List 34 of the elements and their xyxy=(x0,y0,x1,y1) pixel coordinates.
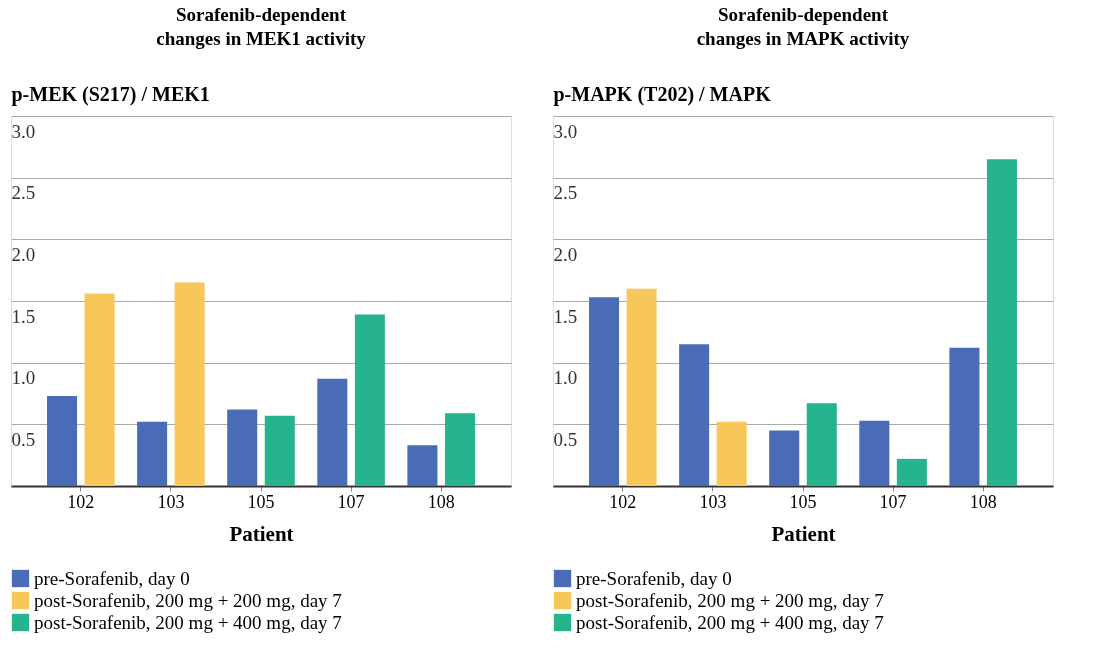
y-tick-label: 1.0 xyxy=(11,367,36,389)
x-tick-label: 103 xyxy=(157,491,185,512)
y-tick-label: 1.5 xyxy=(553,305,578,327)
chart-title: Sorafenib-dependent changes in MEK1 activity xyxy=(156,4,367,49)
y-tick-label: 2.5 xyxy=(553,182,578,204)
legend-label: post-Sorafenib, 200 mg + 200 mg, day 7 xyxy=(576,589,884,611)
y-tick-label: 2.5 xyxy=(11,182,36,204)
x-tick-label: 102 xyxy=(609,491,637,512)
legend-label: pre-Sorafenib, day 0 xyxy=(576,567,732,589)
y-tick-label: 0.5 xyxy=(553,428,578,450)
y-tick-label: 0.5 xyxy=(11,428,36,450)
x-tick-label: 105 xyxy=(789,491,817,512)
legend-label: post-Sorafenib, 200 mg + 400 mg, day 7 xyxy=(34,611,342,633)
x-tick-label: 107 xyxy=(337,491,365,512)
x-axis-title: Patient xyxy=(229,521,294,546)
y-tick-label: 3.0 xyxy=(11,120,36,142)
y-tick-label: 2.0 xyxy=(11,243,36,265)
x-axis-title: Patient xyxy=(771,521,836,546)
legend-label: pre-Sorafenib, day 0 xyxy=(34,567,190,589)
y-tick-label: 2.0 xyxy=(553,243,578,265)
y-axis-title: p-MEK (S217) / MEK1 xyxy=(11,82,210,106)
chart-title: Sorafenib-dependent changes in MAPK activity xyxy=(696,4,910,49)
y-tick-label: 1.0 xyxy=(553,367,578,389)
x-tick-label: 102 xyxy=(67,491,95,512)
y-tick-label: 3.0 xyxy=(553,120,578,142)
x-tick-label: 105 xyxy=(247,491,275,512)
y-tick-label: 1.5 xyxy=(11,305,36,327)
legend-label: post-Sorafenib, 200 mg + 200 mg, day 7 xyxy=(34,589,342,611)
x-tick-label: 108 xyxy=(427,491,455,512)
legend-label: post-Sorafenib, 200 mg + 400 mg, day 7 xyxy=(576,611,884,633)
x-tick-label: 103 xyxy=(699,491,727,512)
x-tick-label: 107 xyxy=(879,491,907,512)
x-tick-label: 108 xyxy=(969,491,997,512)
y-axis-title: p-MAPK (T202) / MAPK xyxy=(553,82,772,106)
